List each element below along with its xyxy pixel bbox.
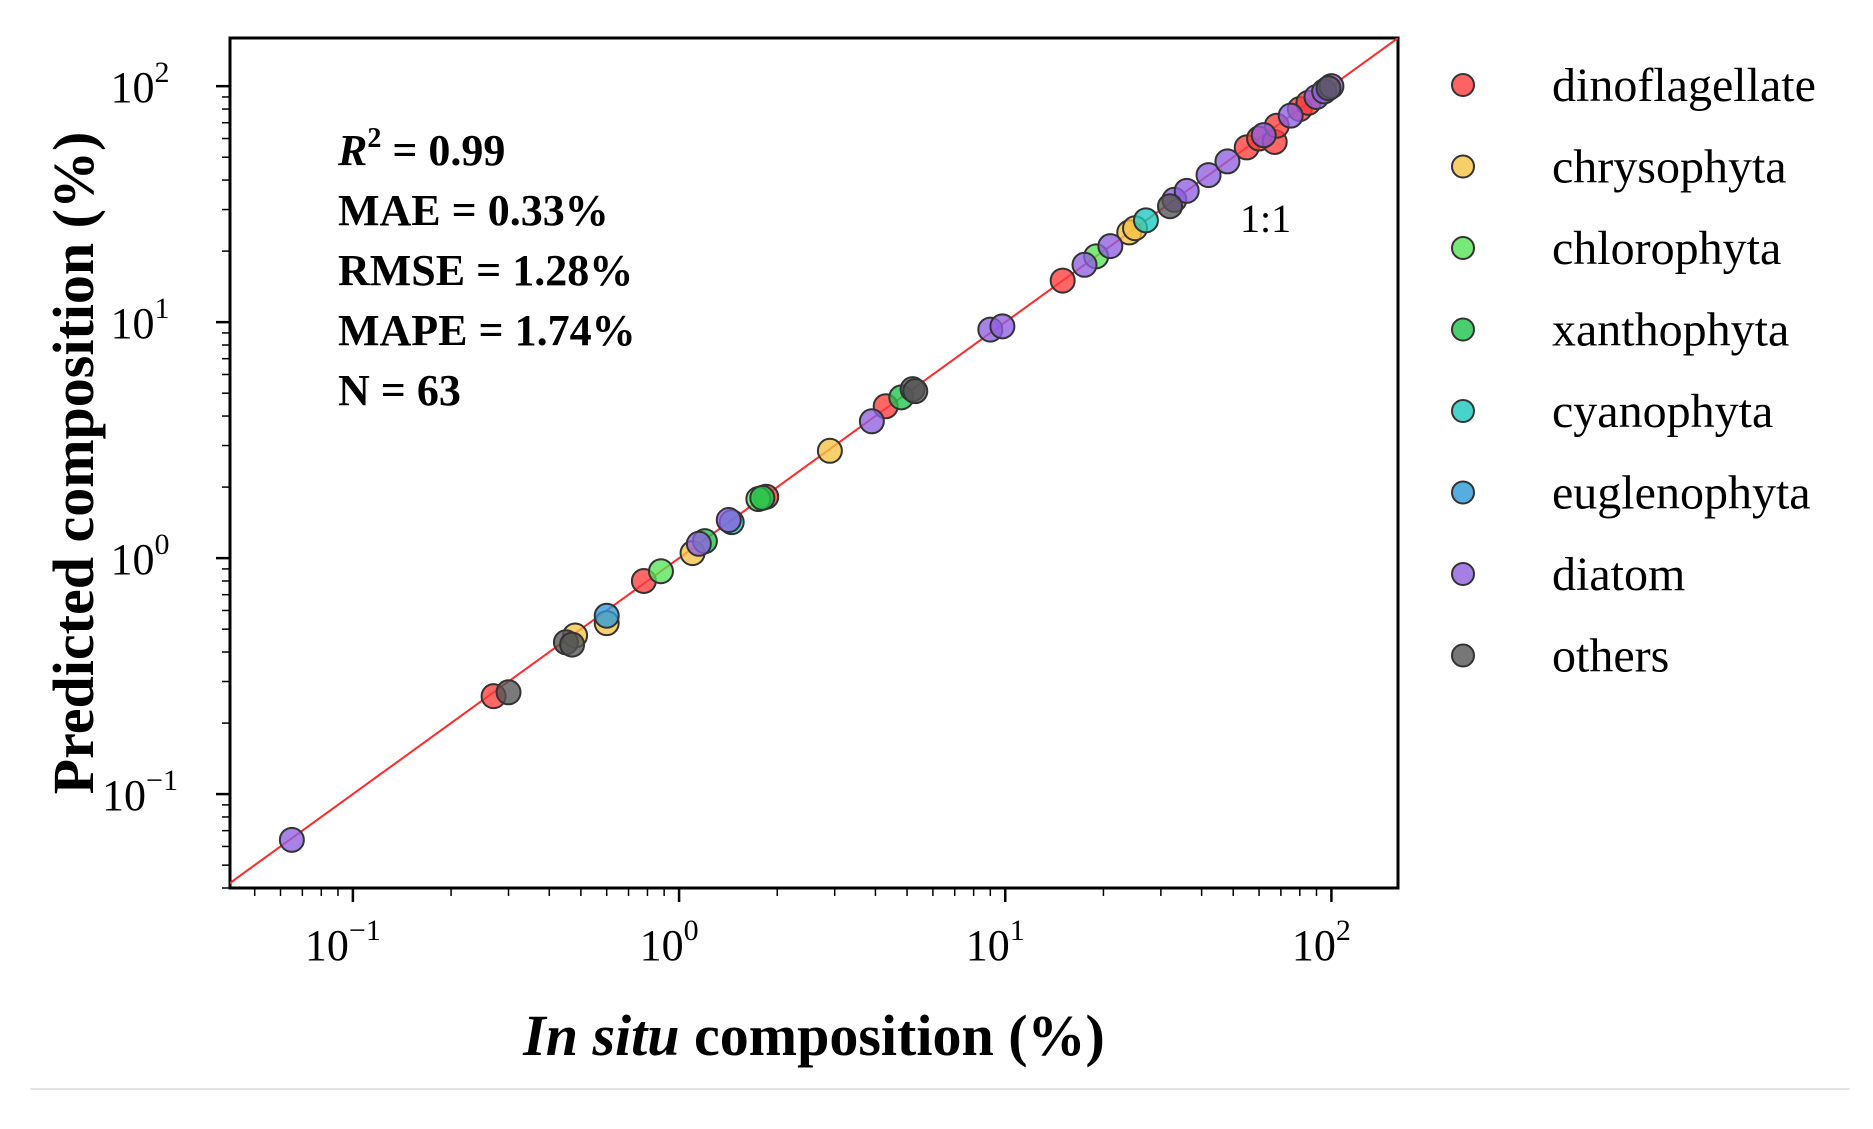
y-tick-label: 10−1 <box>102 764 178 820</box>
y-tick-label: 101 <box>111 292 170 348</box>
legend-label-cyanophyta: cyanophyta <box>1552 385 1773 438</box>
data-point-dinoflagellate <box>1049 267 1076 294</box>
legend-marker-diatom <box>1451 562 1475 586</box>
legend-marker-chlorophyta <box>1451 236 1475 260</box>
r2-value: = 0.99 <box>381 126 505 175</box>
r2-exponent: 2 <box>367 123 381 154</box>
data-point-others <box>1157 193 1184 220</box>
data-point-chrysophyta <box>816 437 843 464</box>
legend-label-xanthophyta: xanthophyta <box>1552 304 1789 357</box>
legend-marker-xanthophyta <box>1451 317 1475 342</box>
data-point-others <box>902 378 929 405</box>
data-point-diatom <box>989 313 1016 340</box>
legend-marker-cyanophyta <box>1451 399 1475 423</box>
r2-stat: R2 = 0.99 <box>337 123 505 175</box>
data-point-others <box>1315 75 1342 102</box>
y-tick-label: 100 <box>111 528 170 584</box>
data-point-diatom <box>1250 122 1277 149</box>
data-point-euglenophyta <box>593 602 620 629</box>
data-point-chlorophyta <box>647 558 674 585</box>
data-point-diatom <box>685 530 712 557</box>
legend-marker-dinoflagellate <box>1451 73 1475 97</box>
data-point-others <box>559 631 586 658</box>
y-tick-label: 102 <box>111 56 170 112</box>
x-tick-label: 10−1 <box>305 914 381 970</box>
legend-marker-chrysophyta <box>1451 154 1475 179</box>
data-point-diatom <box>1071 251 1098 278</box>
data-point-diatom <box>1097 233 1124 260</box>
stats-annotation: R2 = 0.99 MAE = 0.33% RMSE = 1.28% MAPE … <box>337 123 636 415</box>
data-point-xanthophyta <box>749 484 776 511</box>
bottom-divider <box>30 1088 1850 1090</box>
data-point-others <box>495 679 522 706</box>
data-point-cyanophyta <box>1132 207 1159 234</box>
one-to-one-label: 1:1 <box>1240 196 1291 241</box>
data-point-diatom <box>1277 102 1304 129</box>
x-axis-title-italic: In situ <box>522 1003 679 1068</box>
data-points <box>278 73 1345 853</box>
x-axis-title-rest: composition (%) <box>680 1003 1105 1068</box>
mape-stat: MAPE = 1.74% <box>338 306 636 355</box>
legend-label-chrysophyta: chrysophyta <box>1552 141 1787 194</box>
x-axis-ticks: 10−1 100 101 102 <box>253 888 1351 970</box>
legend-label-chlorophyta: chlorophyta <box>1552 222 1781 275</box>
data-point-diatom <box>1214 148 1241 175</box>
legend-label-others: others <box>1552 630 1669 683</box>
legend-marker-others <box>1451 643 1475 668</box>
legend-label-dinoflagellate: dinoflagellate <box>1552 59 1816 112</box>
legend-marker-euglenophyta <box>1451 480 1475 505</box>
legend-label-euglenophyta: euglenophyta <box>1552 467 1811 520</box>
y-axis-title: Predicted composition (%) <box>41 132 106 795</box>
rmse-stat: RMSE = 1.28% <box>338 246 633 295</box>
y-axis-ticks: 10−1 100 101 102 <box>102 56 230 889</box>
r2-symbol: R <box>337 126 367 175</box>
mae-stat: MAE = 0.33% <box>338 186 609 235</box>
legend-label-diatom: diatom <box>1552 548 1685 601</box>
data-point-diatom <box>858 408 885 435</box>
x-tick-label: 100 <box>640 914 699 970</box>
legend: dinoflagellate chrysophyta chlorophyta xant… <box>1451 59 1816 683</box>
data-point-diatom <box>715 507 742 534</box>
x-tick-label: 102 <box>1292 914 1351 970</box>
data-point-diatom <box>1195 162 1222 189</box>
data-point-diatom <box>1173 177 1200 204</box>
x-tick-label: 101 <box>966 914 1025 970</box>
x-axis-title: In situ composition (%) <box>522 1003 1105 1068</box>
data-point-diatom <box>278 826 305 853</box>
n-stat: N = 63 <box>338 366 461 415</box>
